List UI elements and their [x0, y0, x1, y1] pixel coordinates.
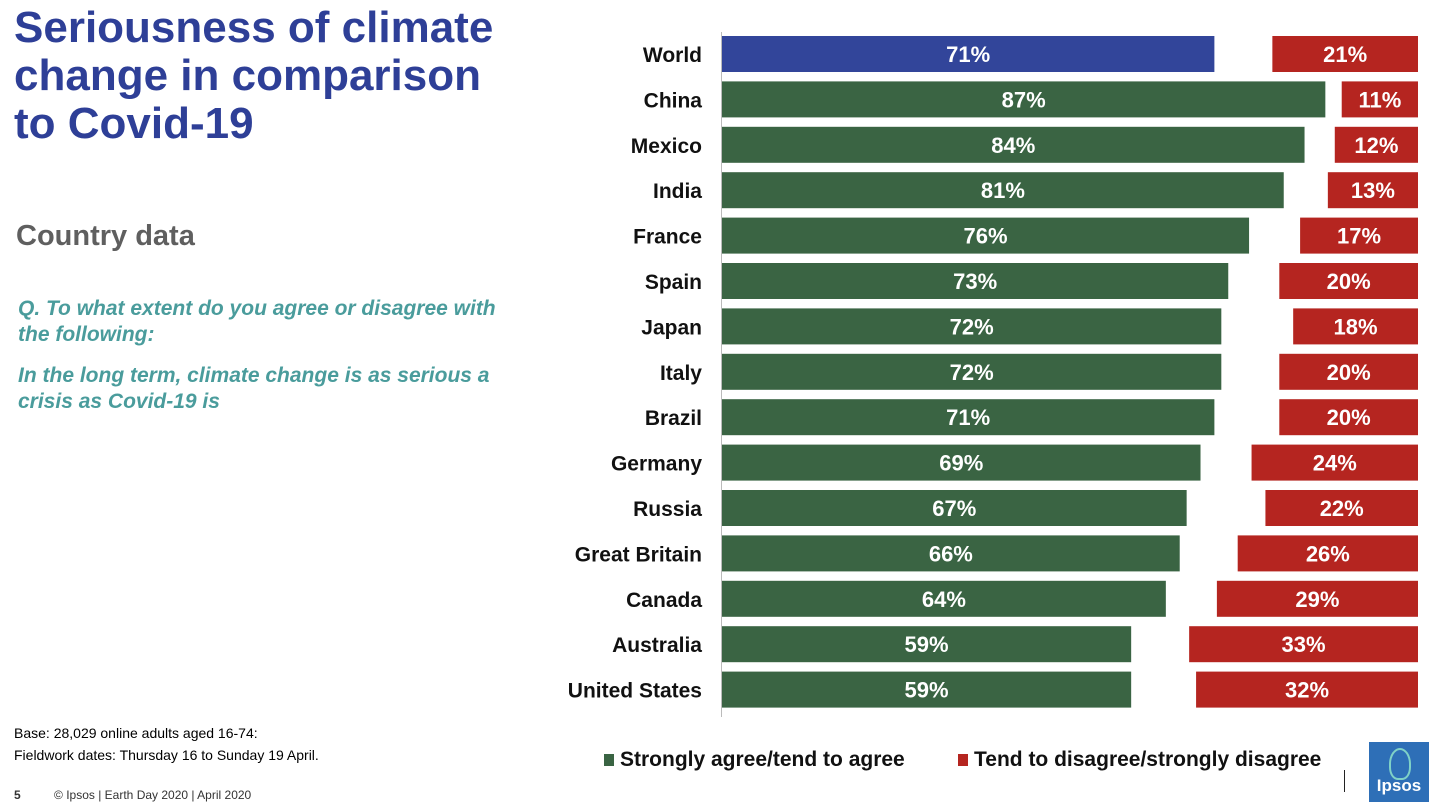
agree-bar — [722, 81, 1326, 118]
agree-value-label: 81% — [981, 178, 1025, 203]
disagree-value-label: 32% — [1285, 678, 1329, 703]
agree-bar — [722, 671, 1132, 708]
ipsos-logo: Ipsos — [1369, 742, 1429, 802]
disagree-value-label: 20% — [1327, 360, 1371, 385]
disagree-bar — [1293, 308, 1418, 345]
legend-agree-swatch — [604, 754, 614, 766]
footer-text: © Ipsos | Earth Day 2020 | April 2020 — [54, 788, 252, 802]
agree-bar — [722, 217, 1250, 254]
disagree-bar — [1237, 535, 1418, 572]
category-label: Mexico — [631, 135, 702, 158]
agree-value-label: 84% — [991, 133, 1035, 158]
category-label: Canada — [626, 589, 702, 612]
legend-agree: Strongly agree/tend to agree — [604, 748, 905, 772]
agree-bar — [722, 353, 1222, 390]
disagree-value-label: 17% — [1337, 224, 1381, 249]
footer: 5 © Ipsos | Earth Day 2020 | April 2020 — [14, 788, 251, 802]
agree-value-label: 71% — [946, 405, 990, 430]
disagree-bar — [1279, 263, 1418, 299]
agree-value-label: 73% — [953, 269, 997, 294]
disagree-bar — [1189, 626, 1418, 663]
agree-value-label: 72% — [950, 314, 994, 339]
disagree-value-label: 12% — [1354, 133, 1398, 158]
agree-value-label: 72% — [950, 360, 994, 385]
base-note: Base: 28,029 online adults aged 16-74: F… — [14, 722, 319, 766]
disagree-value-label: 22% — [1320, 496, 1364, 521]
agree-value-label: 76% — [964, 224, 1008, 249]
category-label: Great Britain — [575, 543, 702, 566]
disagree-bar — [1334, 126, 1418, 163]
disagree-value-label: 13% — [1351, 178, 1395, 203]
agree-value-label: 59% — [905, 632, 949, 657]
divider — [1344, 770, 1345, 792]
agree-bar — [722, 626, 1132, 663]
agree-bar — [722, 490, 1187, 526]
disagree-bar — [1251, 444, 1418, 481]
agree-bar — [722, 444, 1201, 481]
logo-text: Ipsos — [1376, 776, 1422, 795]
page-number: 5 — [14, 788, 21, 802]
agree-value-label: 66% — [929, 541, 973, 566]
disagree-bar — [1327, 172, 1418, 209]
agree-value-label: 69% — [939, 451, 983, 476]
disagree-value-label: 21% — [1323, 42, 1367, 67]
agree-value-label: 64% — [922, 587, 966, 612]
agree-bar — [722, 535, 1180, 572]
base-text: Base: 28,029 online adults aged 16-74: — [14, 725, 258, 741]
disagree-bar — [1300, 217, 1418, 254]
category-label: Italy — [660, 362, 702, 385]
legend-disagree-label: Tend to disagree/strongly disagree — [974, 748, 1322, 771]
category-label: Russia — [633, 498, 702, 521]
survey-statement: In the long term, climate change is as s… — [18, 364, 490, 413]
agree-bar — [722, 172, 1284, 209]
category-label: Brazil — [645, 407, 702, 430]
agree-value-label: 59% — [905, 678, 949, 703]
agree-bar — [722, 580, 1166, 617]
disagree-value-label: 11% — [1358, 87, 1401, 112]
legend-disagree: Tend to disagree/strongly disagree — [958, 748, 1321, 772]
disagree-value-label: 29% — [1295, 587, 1339, 612]
legend-disagree-swatch — [958, 754, 968, 766]
category-label: Australia — [612, 634, 702, 657]
disagree-bar — [1265, 490, 1418, 526]
survey-question: Q. To what extent do you agree or disagr… — [18, 297, 496, 346]
disagree-bar — [1279, 353, 1418, 390]
agree-bar — [722, 263, 1229, 299]
disagree-bar — [1279, 399, 1418, 436]
agree-value-label: 67% — [932, 496, 976, 521]
logo-head-icon — [1389, 748, 1411, 780]
agree-bar — [722, 308, 1222, 345]
category-label: China — [644, 89, 703, 112]
agree-bar — [722, 399, 1215, 436]
disagree-value-label: 20% — [1327, 405, 1371, 430]
disagree-value-label: 24% — [1313, 451, 1357, 476]
page-title: Seriousness of climate change in compari… — [14, 3, 494, 148]
disagree-bar — [1216, 580, 1418, 617]
disagree-value-label: 20% — [1327, 269, 1371, 294]
agree-value-label: 87% — [1002, 87, 1046, 112]
category-label: United States — [568, 680, 702, 703]
category-label: India — [653, 180, 702, 203]
category-label: France — [633, 226, 702, 249]
page-subtitle: Country data — [16, 220, 195, 252]
disagree-value-label: 33% — [1282, 632, 1326, 657]
category-label: Spain — [645, 271, 702, 294]
category-label: Germany — [611, 453, 702, 476]
disagree-bar — [1272, 36, 1418, 72]
disagree-value-label: 26% — [1306, 541, 1350, 566]
disagree-value-label: 18% — [1334, 314, 1378, 339]
fieldwork-text: Fieldwork dates: Thursday 16 to Sunday 1… — [14, 747, 319, 763]
disagree-bar — [1196, 671, 1418, 708]
agree-value-label: 71% — [946, 42, 990, 67]
category-label: Japan — [641, 316, 702, 339]
disagree-bar — [1341, 81, 1418, 118]
legend-agree-label: Strongly agree/tend to agree — [620, 748, 905, 771]
agree-bar — [722, 36, 1215, 72]
category-label: World — [643, 44, 702, 67]
agree-bar — [722, 126, 1305, 163]
